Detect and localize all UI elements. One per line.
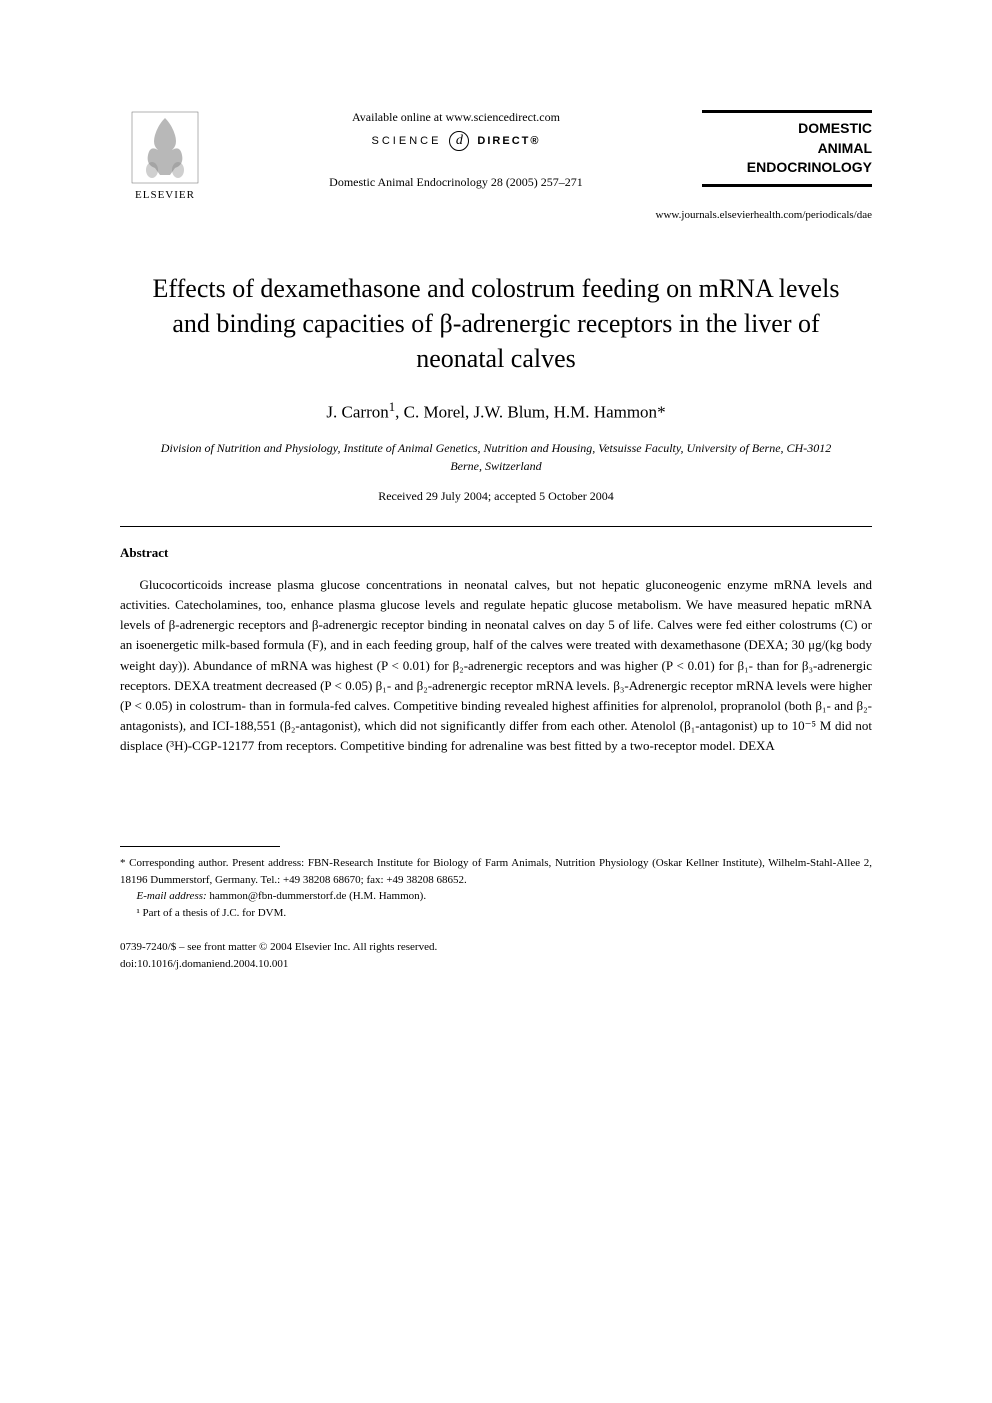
journal-line2: ANIMAL (702, 139, 872, 159)
email-line: E-mail address: hammon@fbn-dummerstorf.d… (120, 888, 872, 905)
copyright-block: 0739-7240/$ – see front matter © 2004 El… (120, 939, 872, 972)
publisher-name: ELSEVIER (135, 189, 195, 201)
email-address: hammon@fbn-dummerstorf.de (H.M. Hammon). (207, 890, 426, 902)
email-label: E-mail address: (137, 890, 207, 902)
abstract-heading: Abstract (120, 545, 872, 561)
elsevier-tree-icon (130, 110, 200, 185)
citation-line: Domestic Animal Endocrinology 28 (2005) … (226, 175, 686, 190)
article-title: Effects of dexamethasone and colostrum f… (120, 271, 872, 376)
footnote-1: ¹ Part of a thesis of J.C. for DVM. (120, 905, 872, 922)
publisher-block: ELSEVIER (120, 110, 210, 201)
journal-name-box: DOMESTIC ANIMAL ENDOCRINOLOGY (702, 110, 872, 187)
affiliation: Division of Nutrition and Physiology, In… (120, 439, 872, 475)
author-list: J. Carron1, C. Morel, J.W. Blum, H.M. Ha… (120, 400, 872, 423)
center-header: Available online at www.sciencedirect.co… (210, 110, 702, 190)
doi-line: doi:10.1016/j.domaniend.2004.10.001 (120, 956, 872, 973)
sciencedirect-logo: SCIENCE d DIRECT® (226, 131, 686, 151)
journal-url: www.journals.elsevierhealth.com/periodic… (120, 209, 872, 221)
journal-line1: DOMESTIC (702, 119, 872, 139)
section-rule (120, 526, 872, 527)
sd-text-left: SCIENCE (372, 135, 442, 147)
header-row: ELSEVIER Available online at www.science… (120, 110, 872, 201)
corresponding-author-note: * Corresponding author. Present address:… (120, 855, 872, 888)
footnote-block: * Corresponding author. Present address:… (120, 855, 872, 921)
sd-text-right: DIRECT® (477, 135, 540, 147)
journal-line3: ENDOCRINOLOGY (702, 158, 872, 178)
footnote-rule (120, 846, 280, 847)
abstract-body: Glucocorticoids increase plasma glucose … (120, 575, 872, 756)
received-accepted-dates: Received 29 July 2004; accepted 5 Octobe… (120, 489, 872, 504)
available-online-text: Available online at www.sciencedirect.co… (226, 110, 686, 125)
sd-circle-icon: d (449, 131, 469, 151)
journal-block: DOMESTIC ANIMAL ENDOCRINOLOGY (702, 110, 872, 187)
copyright-line1: 0739-7240/$ – see front matter © 2004 El… (120, 939, 872, 956)
